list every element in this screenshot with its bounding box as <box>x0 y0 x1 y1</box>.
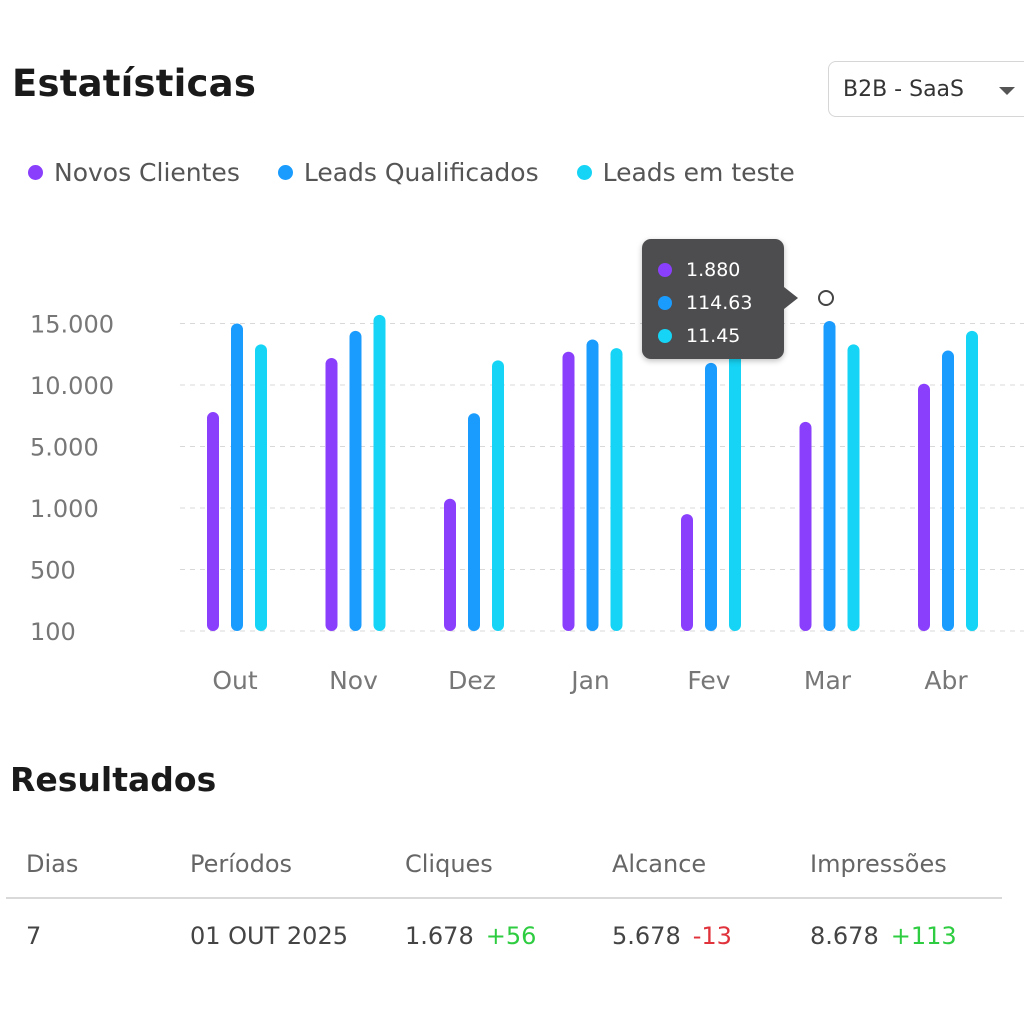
bar-jan-series-1[interactable] <box>586 339 599 631</box>
bar-jan-series-0[interactable] <box>562 351 575 631</box>
legend-dot-icon <box>576 165 592 180</box>
x-tick-label: Mar <box>804 666 852 695</box>
tooltip-row: 114.63 <box>658 286 784 319</box>
table-row[interactable]: 7 01 OUT 2025 1.678 +56 5.678 -13 8.678 +11… <box>0 922 1010 966</box>
column-header-alcance: Alcance <box>612 850 707 878</box>
results-table-header: Dias Períodos Cliques Alcance Impressões <box>0 850 1010 898</box>
bar-fev-series-0[interactable] <box>681 514 693 631</box>
y-tick-label: 100 <box>30 618 76 646</box>
tooltip-dot-icon <box>658 328 672 343</box>
tooltip-row: 1.880 <box>658 253 784 286</box>
legend-label: Leads Qualificados <box>303 158 539 187</box>
x-tick-label: Fev <box>687 666 730 695</box>
tooltip-row: 11.45 <box>658 319 784 352</box>
cliques-value: 1.678 <box>405 922 474 950</box>
bar-jan-series-2[interactable] <box>610 348 623 631</box>
bar-chart: 100 500 1.000 5.000 10.000 15.000 Out Nov Dez Jan… <box>30 311 1024 695</box>
bar-fev-series-2[interactable] <box>729 334 741 631</box>
legend-label: Leads em teste <box>602 158 795 187</box>
legend-label: Novos Clientes <box>54 158 240 187</box>
cell-impressoes: 8.678 +113 <box>810 922 957 950</box>
alcance-value: 5.678 <box>612 922 681 950</box>
cell-periodo: 01 OUT 2025 <box>190 922 348 950</box>
legend-dot-icon <box>28 165 43 180</box>
column-header-periodos: Períodos <box>190 850 293 878</box>
chevron-down-icon <box>999 87 1015 95</box>
bar-out-series-2[interactable] <box>255 344 267 631</box>
legend-item-leads-em-teste[interactable]: Leads em teste <box>576 158 795 187</box>
cell-dias: 7 <box>26 922 42 950</box>
bar-nov-series-0[interactable] <box>325 357 338 631</box>
segment-dropdown[interactable]: B2B - SaaS <box>828 61 1024 117</box>
y-tick-label: 1.000 <box>30 495 99 523</box>
tooltip-value: 11.45 <box>686 324 741 347</box>
bar-nov-series-1[interactable] <box>349 330 362 631</box>
tooltip-dot-icon <box>658 295 672 310</box>
x-tick-label: Jan <box>569 666 610 695</box>
column-header-dias: Dias <box>26 850 79 878</box>
bar-mar-series-2[interactable] <box>847 344 860 631</box>
impressoes-value: 8.678 <box>810 922 879 950</box>
cell-cliques: 1.678 +56 <box>405 922 536 950</box>
bar-out-series-0[interactable] <box>207 412 219 631</box>
y-tick-label: 10.000 <box>30 372 114 400</box>
hover-point-marker <box>818 290 834 306</box>
column-header-impressoes: Impressões <box>810 850 947 878</box>
y-tick-label: 15.000 <box>30 311 114 339</box>
x-tick-label: Out <box>212 666 258 695</box>
chart-legend: Novos Clientes Leads Qualificados Leads … <box>28 158 833 187</box>
bar-abr-series-1[interactable] <box>942 350 954 631</box>
x-tick-label: Nov <box>329 666 378 695</box>
page-title: Estatísticas <box>12 62 257 105</box>
tooltip-value: 1.880 <box>686 258 741 281</box>
legend-item-novos-clientes[interactable]: Novos Clientes <box>28 158 240 187</box>
results-title: Resultados <box>10 760 217 799</box>
bar-abr-series-0[interactable] <box>918 383 930 631</box>
y-tick-label: 5.000 <box>30 434 99 462</box>
x-tick-label: Abr <box>924 666 968 695</box>
legend-item-leads-qualificados[interactable]: Leads Qualificados <box>277 158 539 187</box>
bar-mar-series-1[interactable] <box>823 321 836 631</box>
bar-dez-series-2[interactable] <box>492 360 504 631</box>
impressoes-delta: +113 <box>890 922 957 950</box>
alcance-delta: -13 <box>692 922 732 950</box>
bar-mar-series-0[interactable] <box>799 421 812 631</box>
cliques-delta: +56 <box>485 922 537 950</box>
tooltip-dot-icon <box>658 262 672 277</box>
bar-fev-series-1[interactable] <box>705 362 717 631</box>
bar-dez-series-1[interactable] <box>468 413 480 631</box>
bar-nov-series-2[interactable] <box>373 314 386 631</box>
segment-dropdown-value: B2B - SaaS <box>843 76 964 102</box>
bar-abr-series-2[interactable] <box>966 330 978 631</box>
bar-out-series-1[interactable] <box>231 323 243 632</box>
chart-tooltip: 1.880 114.63 11.45 <box>642 239 798 359</box>
y-tick-label: 500 <box>30 557 76 585</box>
cell-alcance: 5.678 -13 <box>612 922 732 950</box>
column-header-cliques: Cliques <box>405 850 493 878</box>
bar-dez-series-0[interactable] <box>444 498 456 631</box>
table-divider <box>6 897 1002 899</box>
tooltip-value: 114.63 <box>686 291 753 314</box>
x-tick-label: Dez <box>448 666 496 695</box>
legend-dot-icon <box>277 165 293 180</box>
